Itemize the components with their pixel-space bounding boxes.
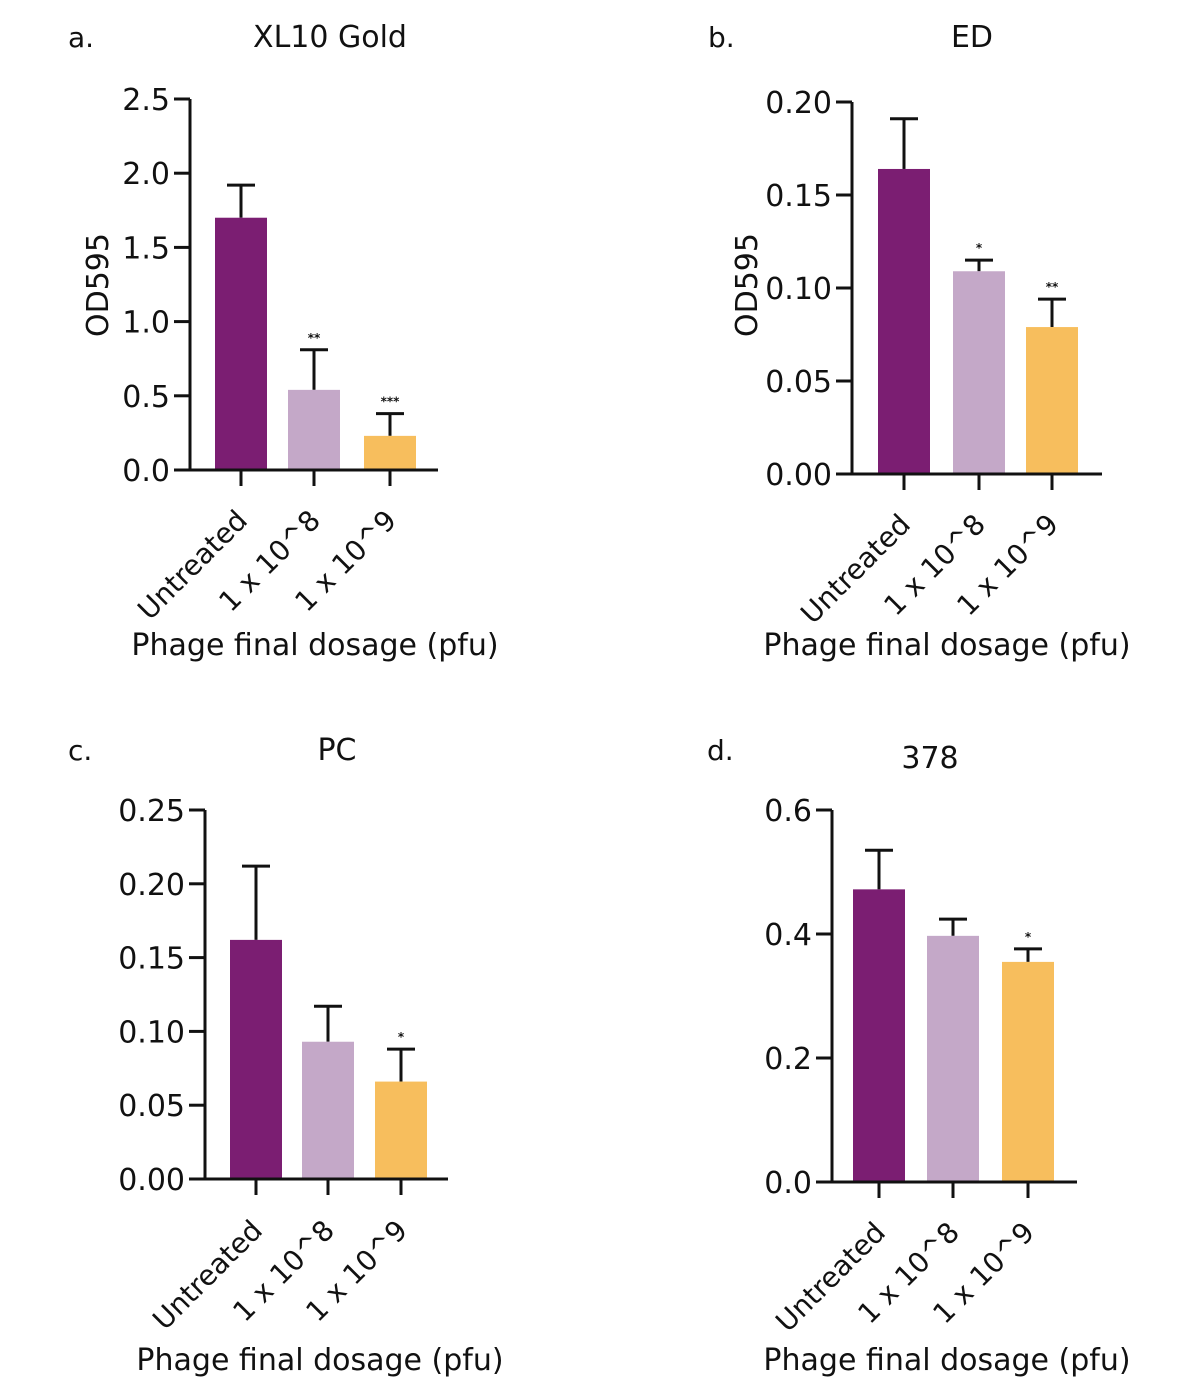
y-tick-label: 0.05 [765,365,832,400]
y-axis-label: OD595 [81,233,116,337]
bar-3 [1026,327,1078,473]
y-tick-label: 0.6 [764,794,812,829]
chart-title: XL10 Gold [253,20,407,55]
bar-1 [853,889,905,1181]
chart-title: 378 [901,741,958,776]
chart-panel-2: b. ED0.000.050.100.150.20OD595Untreated*1… [708,20,1131,663]
y-tick-label: 0.15 [118,942,185,977]
y-tick-label: 1.5 [122,231,170,266]
bar-2 [302,1041,354,1178]
y-tick-label: 2.0 [122,157,170,192]
y-axis-label: OD595 [730,233,765,337]
x-axis-label: Phage final dosage (pfu) [131,628,498,663]
y-tick-label: 0.2 [764,1042,812,1077]
bar-1 [230,939,282,1178]
chart-title: PC [317,733,356,768]
y-tick-label: 0.4 [764,918,812,953]
panel-letter: c. [68,734,92,767]
y-tick-label: 0.0 [122,454,170,489]
x-axis-label: Phage final dosage (pfu) [763,628,1130,663]
chart-title: ED [951,20,993,55]
y-tick-label: 0.25 [118,794,185,829]
bar-2 [288,389,340,469]
bar-2 [927,935,979,1181]
significance-marker: * [976,241,983,255]
y-tick-label: 2.5 [122,83,170,118]
bar-3 [375,1081,427,1178]
significance-marker: * [1025,930,1032,944]
panel-letter: d. [707,734,734,767]
y-tick-label: 1.0 [122,306,170,341]
x-axis-label: Phage final dosage (pfu) [763,1343,1130,1378]
y-tick-label: 0.05 [118,1089,185,1124]
y-tick-label: 0.20 [118,868,185,903]
y-tick-label: 0.10 [765,272,832,307]
significance-marker: * [398,1030,405,1044]
y-tick-label: 0.00 [118,1163,185,1198]
bar-1 [878,168,930,473]
y-tick-label: 0.00 [765,458,832,493]
bar-2 [953,271,1005,473]
significance-marker: ** [1046,280,1059,294]
y-tick-label: 0.20 [765,86,832,121]
y-tick-label: 0.15 [765,179,832,214]
significance-marker: *** [381,395,401,409]
x-axis-label: Phage final dosage (pfu) [136,1343,503,1378]
y-tick-label: 0.10 [118,1015,185,1050]
panel-letter: b. [708,21,735,54]
chart-panel-1: a. XL10 Gold0.00.51.01.52.02.5OD595Untrea… [68,20,499,663]
y-tick-label: 0.5 [122,380,170,415]
significance-marker: ** [308,331,321,345]
bar-1 [215,217,267,469]
panel-letter: a. [68,21,94,54]
bar-3 [1002,961,1054,1181]
bar-3 [364,435,416,469]
y-tick-label: 0.0 [764,1166,812,1201]
